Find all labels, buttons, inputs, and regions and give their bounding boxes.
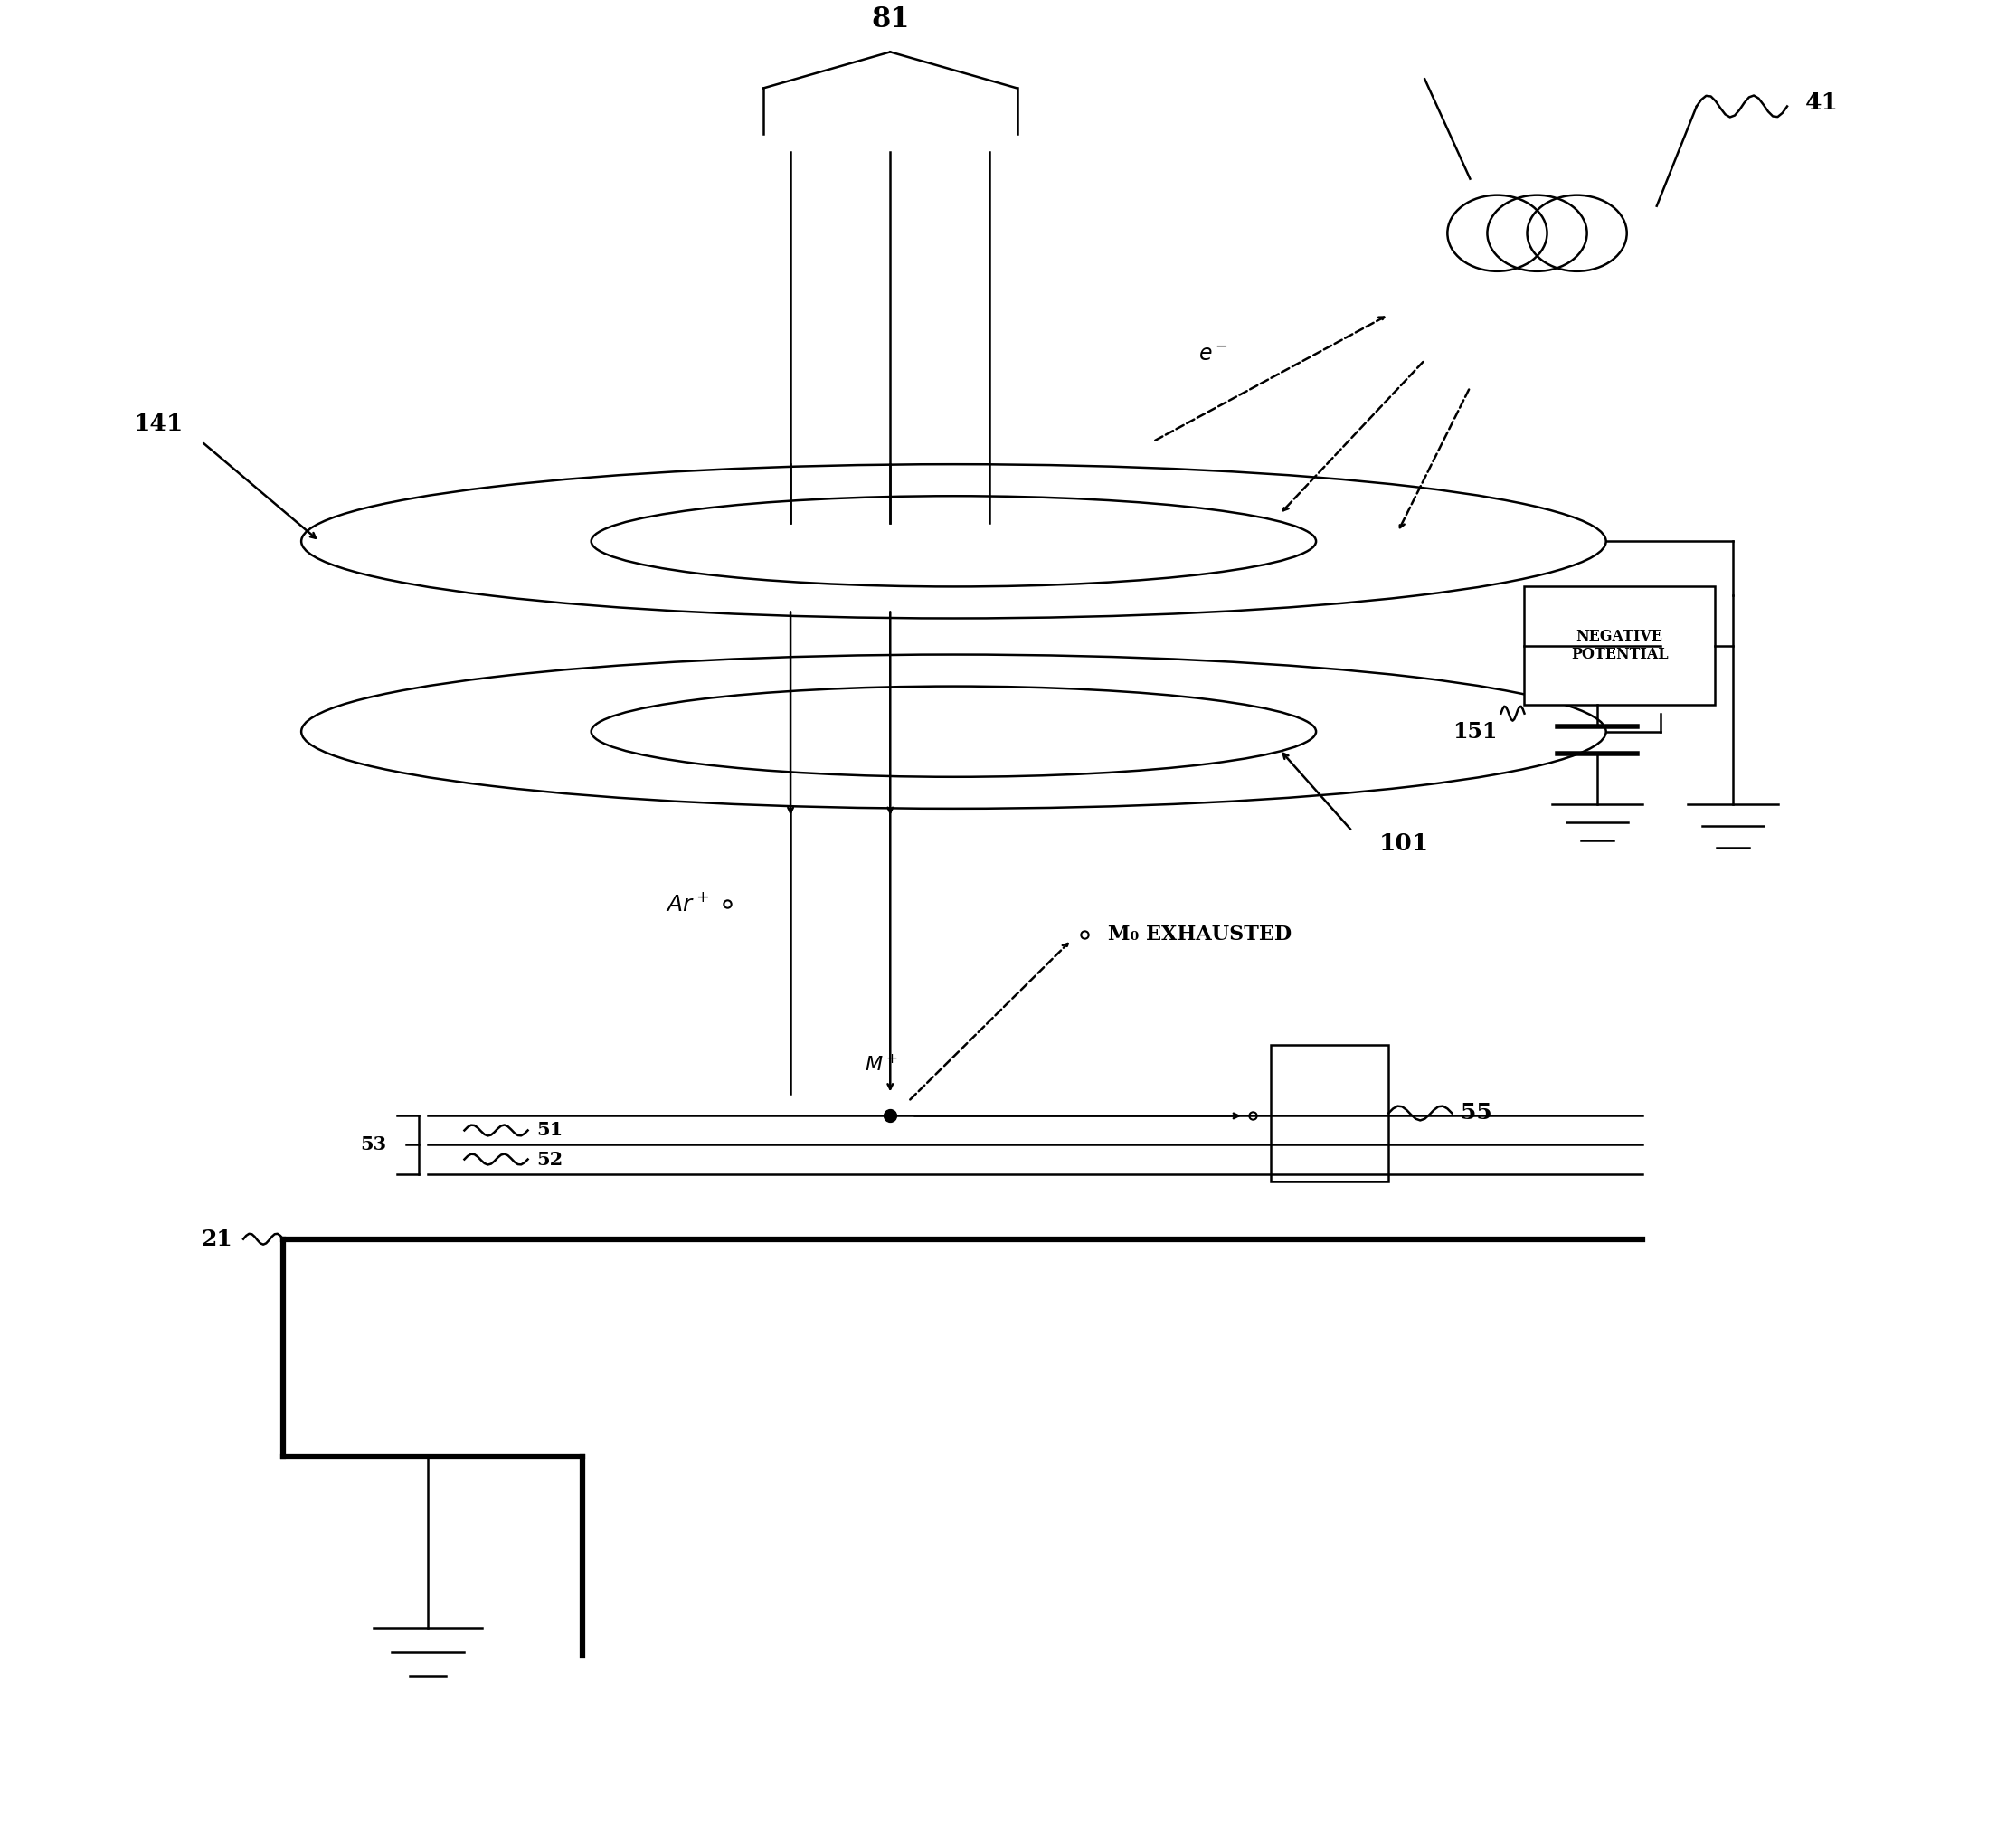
Text: 53: 53 xyxy=(361,1136,387,1154)
Text: 21: 21 xyxy=(202,1228,232,1250)
Text: 51: 51 xyxy=(536,1121,562,1140)
Text: $e^-$: $e^-$ xyxy=(1198,344,1228,366)
Text: $M^+$: $M^+$ xyxy=(865,1055,897,1075)
Text: 55: 55 xyxy=(1462,1103,1492,1125)
Text: 52: 52 xyxy=(536,1151,562,1169)
Bar xyxy=(1524,587,1716,705)
Text: 101: 101 xyxy=(1379,832,1429,856)
Text: $Ar^+$: $Ar^+$ xyxy=(665,893,710,915)
Text: 151: 151 xyxy=(1454,720,1498,742)
Text: 141: 141 xyxy=(133,412,183,434)
Bar xyxy=(1270,1046,1389,1182)
Text: 81: 81 xyxy=(871,6,909,33)
Text: NEGATIVE
POTENTIAL: NEGATIVE POTENTIAL xyxy=(1570,628,1667,663)
Text: M₀ EXHAUSTED: M₀ EXHAUSTED xyxy=(1107,924,1292,944)
Text: 41: 41 xyxy=(1804,92,1839,114)
